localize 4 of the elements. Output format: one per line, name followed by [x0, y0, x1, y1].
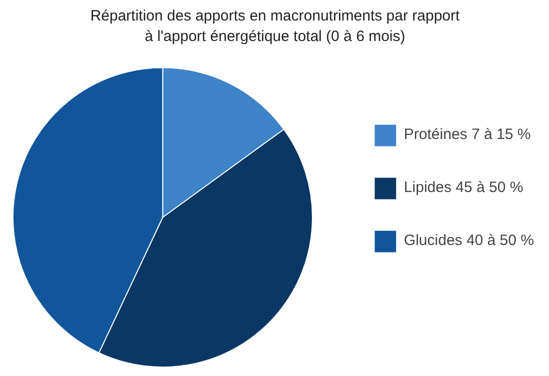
legend-label: Protéines 7 à 15 %	[404, 126, 531, 143]
legend-label: Lipides 45 à 50 %	[404, 179, 524, 196]
legend-label: Glucides 40 à 50 %	[404, 232, 534, 249]
chart-title: Répartition des apports en macronutriments par rapport à l'apport énergétique total (0 à 6 mois)	[90, 7, 461, 45]
